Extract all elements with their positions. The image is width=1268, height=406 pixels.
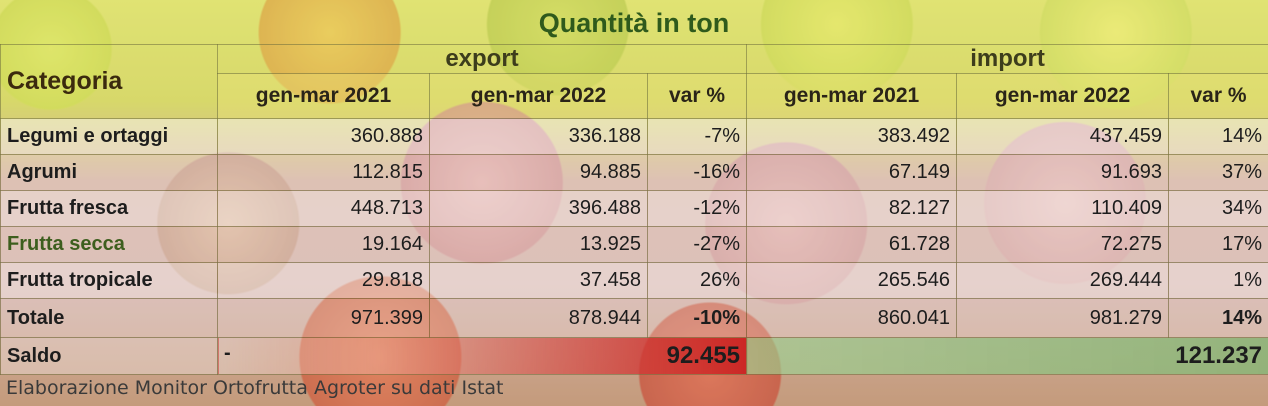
saldo-export-cell: - 92.455	[216, 337, 748, 375]
cell-imp-2021: 67.149	[746, 154, 958, 191]
cell-imp-2022: 110.409	[956, 190, 1170, 227]
cell-exp-var-total: -10%	[646, 298, 748, 338]
table-row: Frutta tropicale 29.818 37.458 26% 265.5…	[0, 262, 1268, 299]
header-export: export	[216, 44, 748, 74]
header-categoria: Categoria	[0, 44, 218, 119]
cell-imp-var: 1%	[1168, 262, 1268, 299]
trade-table: Categoria export import gen-mar 2021 gen…	[0, 44, 1268, 375]
header-imp-2021: gen-mar 2021	[746, 73, 958, 119]
cell-imp-2022: 981.279	[956, 298, 1170, 338]
header-exp-2021: gen-mar 2021	[217, 73, 430, 119]
header-import: import	[746, 44, 1268, 74]
saldo-row: Saldo - 92.455 121.237	[0, 337, 1268, 375]
row-category: Totale	[0, 298, 218, 338]
header-imp-var: var %	[1168, 73, 1268, 119]
cell-exp-var: -27%	[646, 226, 748, 263]
table-row: Agrumi 112.815 94.885 -16% 67.149 91.693…	[0, 154, 1268, 191]
cell-imp-2022: 91.693	[956, 154, 1170, 191]
row-category: Agrumi	[0, 154, 218, 191]
saldo-export-sign: -	[224, 342, 231, 364]
row-category: Legumi e ortaggi	[0, 118, 218, 155]
row-category: Frutta secca	[0, 226, 218, 263]
cell-imp-2021: 383.492	[746, 118, 958, 155]
cell-imp-var: 34%	[1168, 190, 1268, 227]
header-exp-var: var %	[646, 73, 748, 119]
cell-imp-2022: 437.459	[956, 118, 1170, 155]
total-row: Totale 971.399 878.944 -10% 860.041 981.…	[0, 298, 1268, 338]
saldo-import-value: 121.237	[746, 337, 1268, 375]
cell-imp-2022: 269.444	[956, 262, 1170, 299]
cell-exp-2021: 360.888	[217, 118, 430, 155]
cell-exp-var: -16%	[646, 154, 748, 191]
cell-imp-2021: 61.728	[746, 226, 958, 263]
cell-exp-var: -12%	[646, 190, 748, 227]
table-row: Legumi e ortaggi 360.888 336.188 -7% 383…	[0, 118, 1268, 155]
table-row: Frutta fresca 448.713 396.488 -12% 82.12…	[0, 190, 1268, 227]
table-row: Frutta secca 19.164 13.925 -27% 61.728 7…	[0, 226, 1268, 263]
cell-exp-2022: 396.488	[429, 190, 648, 227]
cell-exp-2021: 971.399	[217, 298, 430, 338]
cell-exp-var: 26%	[646, 262, 748, 299]
cell-imp-var-total: 14%	[1168, 298, 1268, 338]
cell-exp-2022: 878.944	[429, 298, 648, 338]
cell-exp-2022: 94.885	[429, 154, 648, 191]
header-exp-2022: gen-mar 2022	[429, 73, 648, 119]
cell-imp-2022: 72.275	[956, 226, 1170, 263]
row-category: Saldo	[0, 337, 218, 375]
cell-exp-2022: 13.925	[429, 226, 648, 263]
cell-exp-2022: 336.188	[429, 118, 648, 155]
cell-exp-2021: 448.713	[217, 190, 430, 227]
table-title: Quantità in ton	[538, 8, 730, 38]
cell-exp-2021: 19.164	[217, 226, 430, 263]
cell-imp-2021: 82.127	[746, 190, 958, 227]
cell-exp-2021: 29.818	[217, 262, 430, 299]
cell-exp-2022: 37.458	[429, 262, 648, 299]
cell-imp-var: 14%	[1168, 118, 1268, 155]
header-imp-2022: gen-mar 2022	[956, 73, 1170, 119]
saldo-export-value: 92.455	[666, 342, 741, 369]
cell-imp-2021: 265.546	[746, 262, 958, 299]
cell-exp-var: -7%	[646, 118, 748, 155]
row-category: Frutta tropicale	[0, 262, 218, 299]
source-note: Elaborazione Monitor Ortofrutta Agroter …	[6, 377, 504, 399]
row-category: Frutta fresca	[0, 190, 218, 227]
cell-imp-var: 17%	[1168, 226, 1268, 263]
cell-imp-2021: 860.041	[746, 298, 958, 338]
cell-exp-2021: 112.815	[217, 154, 430, 191]
cell-imp-var: 37%	[1168, 154, 1268, 191]
